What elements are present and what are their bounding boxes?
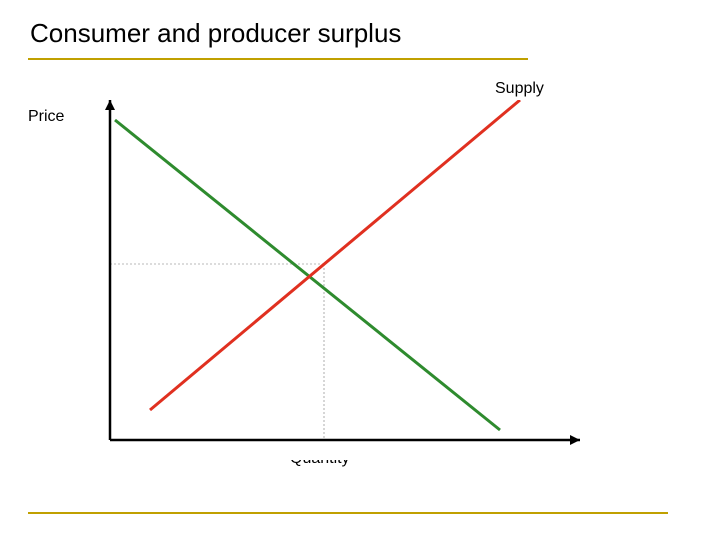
y-axis-arrow-icon	[105, 100, 115, 110]
x-axis-arrow-icon	[570, 435, 580, 445]
supply-curve	[150, 100, 520, 410]
axis-label-price: Price	[28, 108, 64, 126]
slide: Consumer and producer surplus Price Quan…	[0, 0, 720, 540]
supply-demand-chart	[80, 100, 600, 460]
footer-rule	[28, 512, 668, 514]
title-underline	[28, 58, 528, 60]
page-title: Consumer and producer surplus	[30, 18, 401, 49]
curve-label-supply: Supply	[495, 80, 544, 98]
